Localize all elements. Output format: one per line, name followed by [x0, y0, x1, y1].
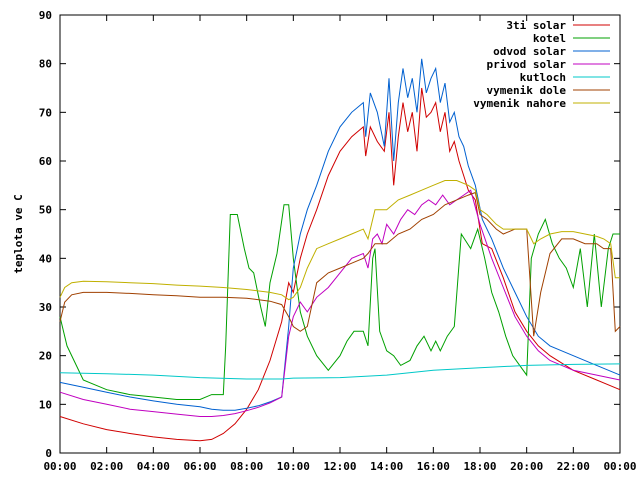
series-line-vymenik-nahore [59, 180, 620, 301]
series-layer [59, 58, 621, 442]
legend-label: vymenik nahore [473, 97, 566, 110]
x-tick-label: 02:00 [90, 460, 123, 473]
legend-label: vymenik dole [487, 84, 567, 97]
x-tick-label: 14:00 [370, 460, 403, 473]
x-tick-label: 12:00 [323, 460, 356, 473]
series-line-vymenik-dole [59, 191, 621, 337]
x-tick-label: 18:00 [463, 460, 496, 473]
y-tick-label: 30 [39, 301, 52, 314]
x-tick-label: 10:00 [277, 460, 310, 473]
series-line-privod-solar [59, 189, 621, 417]
x-axis-ticks: 00:00 02:00 04:00 06:00 08:00 10:00 12:00 14:00… [43, 15, 637, 473]
x-tick-label: 00:00 [43, 460, 76, 473]
y-axis-label: teplota ve C [12, 194, 25, 273]
y-tick-label: 70 [39, 106, 52, 119]
legend-label: kutloch [520, 71, 566, 84]
series-line-kutloch [59, 363, 621, 380]
x-tick-label: 06:00 [183, 460, 216, 473]
x-tick-label: 16:00 [417, 460, 450, 473]
legend-label: privod solar [487, 58, 567, 71]
y-axis-ticks: 0 10 20 30 40 50 60 70 80 90 [39, 9, 620, 460]
legend-label: odvod solar [493, 45, 566, 58]
legend-label: 3ti solar [506, 19, 566, 32]
y-tick-label: 10 [39, 398, 52, 411]
legend-label: kotel [533, 32, 566, 45]
y-tick-label: 60 [39, 155, 52, 168]
x-tick-label: 00:00 [603, 460, 636, 473]
x-tick-label: 22:00 [557, 460, 590, 473]
y-tick-label: 90 [39, 9, 52, 22]
series-line-3ti-solar [59, 87, 621, 442]
y-tick-label: 20 [39, 350, 52, 363]
x-tick-label: 08:00 [230, 460, 263, 473]
series-line-odvod-solar [59, 58, 621, 411]
y-tick-label: 40 [39, 252, 52, 265]
y-tick-label: 0 [45, 447, 52, 460]
y-tick-label: 80 [39, 58, 52, 71]
y-tick-label: 50 [39, 204, 52, 217]
series-line-kotel [59, 204, 620, 400]
x-tick-label: 20:00 [510, 460, 543, 473]
x-tick-label: 04:00 [137, 460, 170, 473]
